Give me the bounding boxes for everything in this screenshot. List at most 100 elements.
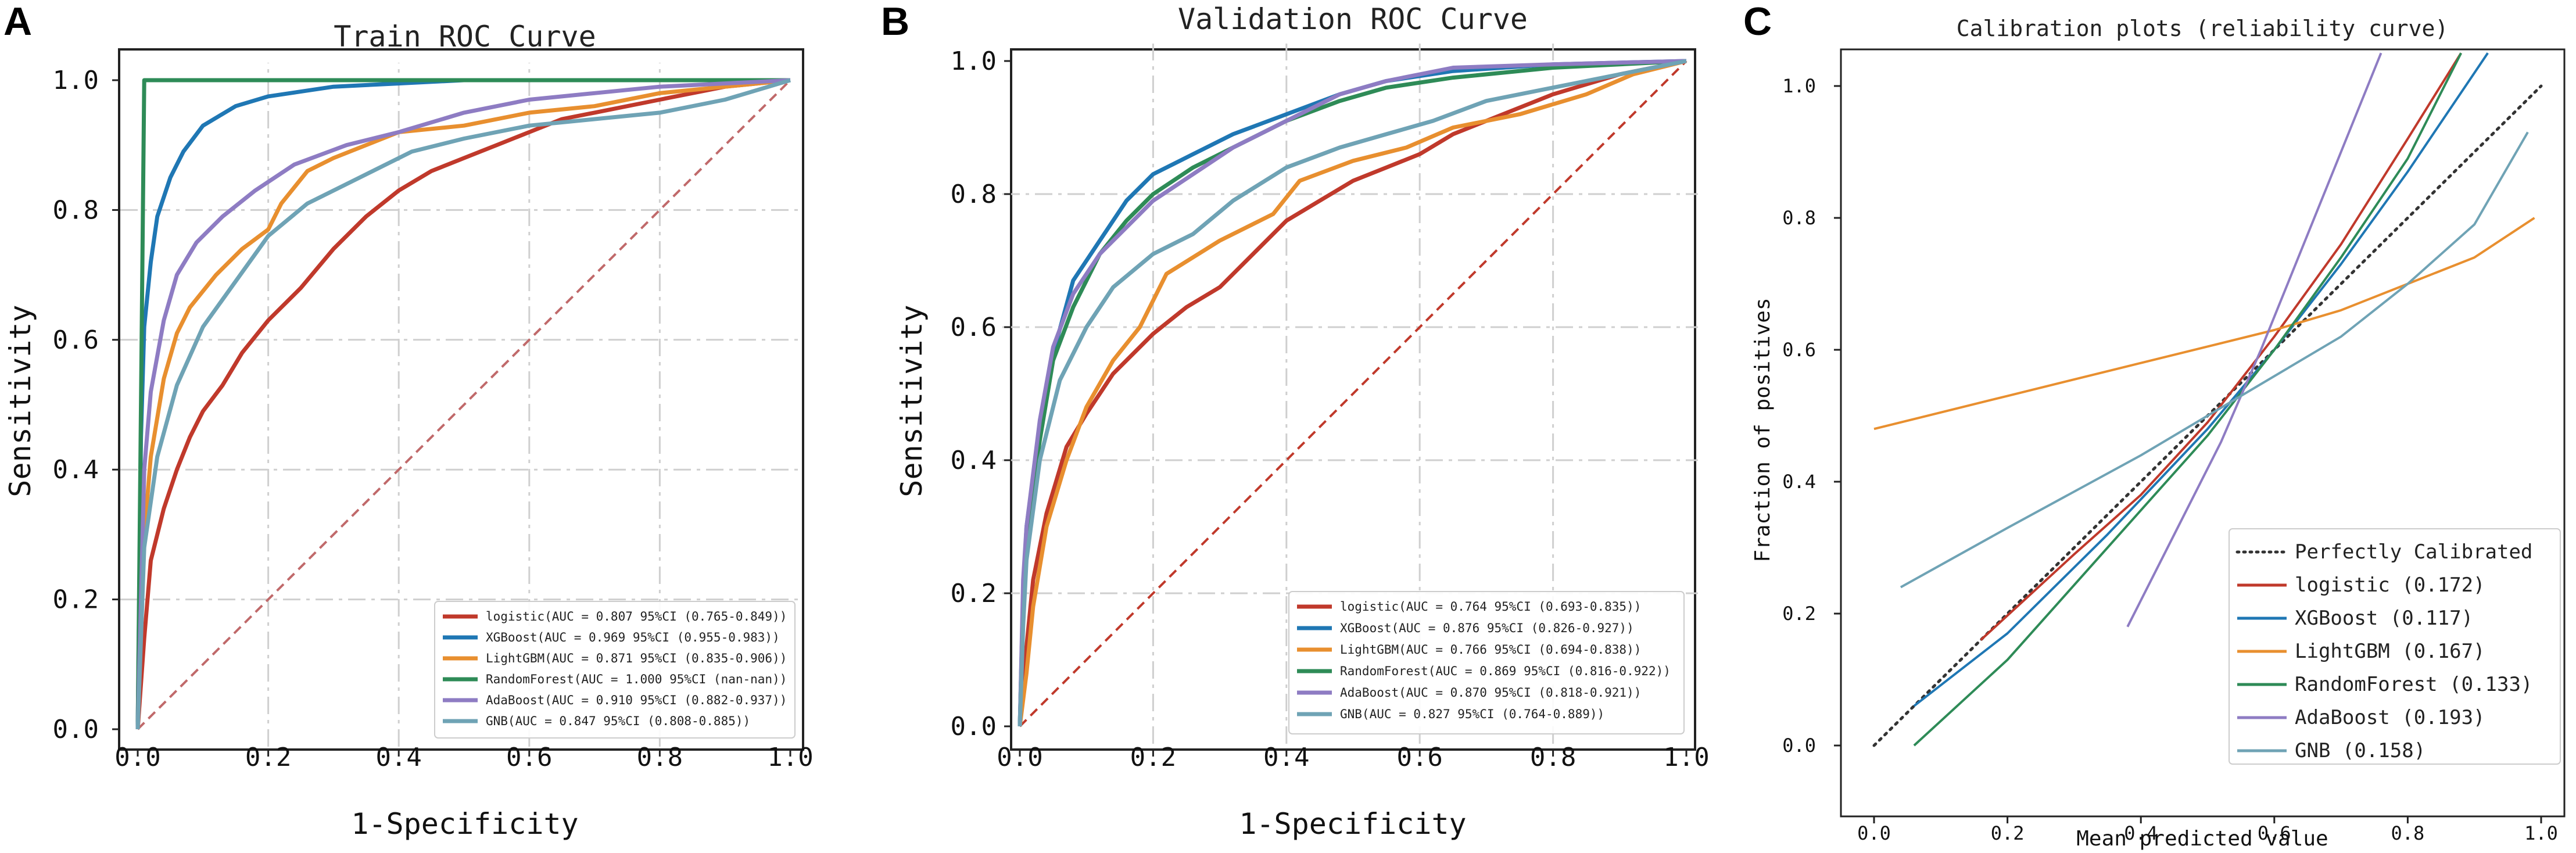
series-line-randomforest — [1017, 59, 1687, 727]
legend-box — [1288, 591, 1685, 734]
series-line-logistic — [1017, 59, 1687, 727]
legend-label-logistic: logistic(AUC = 0.764 95%CI (0.693-0.835)… — [1340, 600, 1641, 614]
legend-label-gnb: GNB(AUC = 0.847 95%CI (0.808-0.885)) — [486, 714, 750, 728]
y-tick-1-0: 1.0 — [53, 66, 99, 95]
y-axis-label: Sensitivity — [895, 304, 929, 497]
legend-label-lightgbm: LightGBM(AUC = 0.766 95%CI (0.694-0.838)… — [1340, 643, 1641, 657]
y-tick-0-0: 0.0 — [53, 715, 99, 744]
legend-label-lightgbm: LightGBM (0.167) — [2295, 640, 2485, 663]
series-line-adaboost — [1017, 59, 1687, 727]
series-line-gnb — [135, 78, 791, 730]
series-line-lightgbm — [135, 78, 791, 730]
roc-series — [1017, 59, 1687, 727]
panel-letter-c: C — [1743, 0, 1772, 44]
x-tick-0-8: 0.8 — [1530, 743, 1576, 772]
x-axis-label: 1-Specificity — [351, 807, 578, 841]
panel-c-calibration: 0.0 0.2 0.4 0.6 0.8 1.0 0.0 0.2 0.4 0.6 0.8 1.0 Ca… — [1751, 16, 2566, 851]
plot-frame — [1010, 48, 1696, 751]
series-line-gnb — [1017, 59, 1687, 727]
series-line-xgboost — [135, 78, 790, 730]
y-tick-0-8: 0.8 — [53, 195, 99, 225]
y-tick-0-8: 0.8 — [1782, 207, 1816, 229]
x-tick-1-0: 1.0 — [767, 743, 813, 772]
x-tick-1-0: 1.0 — [2524, 822, 2558, 844]
legend: Perfectly Calibrated logistic (0.172) XGBo… — [2229, 528, 2561, 765]
x-tick-labels: 0.0 0.2 0.4 0.6 0.8 1.0 — [997, 743, 1709, 772]
x-tick-0-2: 0.2 — [1130, 743, 1176, 772]
series-line-adaboost — [135, 78, 791, 730]
legend-box — [2229, 528, 2561, 765]
legend-label-perfectly-calibrated: Perfectly Calibrated — [2295, 540, 2532, 564]
y-tick-labels: 0.0 0.2 0.4 0.6 0.8 1.0 — [53, 66, 119, 744]
x-tick-0-0: 0.0 — [1857, 822, 1891, 844]
plot-frame — [1840, 48, 2566, 818]
series-line-lightgbm — [1017, 59, 1687, 727]
panel-a-train-roc: 0.0 0.2 0.4 0.6 0.8 1.0 0.0 0.2 0.4 0.6 0.8 1.0 Tr… — [3, 20, 814, 841]
x-tick-0-4: 0.4 — [1263, 743, 1309, 772]
legend-label-adaboost: AdaBoost(AUC = 0.870 95%CI (0.818-0.921)… — [1340, 686, 1641, 700]
x-tick-0-4: 0.4 — [2124, 822, 2158, 844]
y-tick-1-0: 1.0 — [1782, 75, 1816, 97]
x-axis-label: 1-Specificity — [1239, 807, 1466, 841]
series-line-lightgbm — [1873, 217, 2535, 431]
legend-label-adaboost: AdaBoost(AUC = 0.910 95%CI (0.882-0.937)… — [486, 693, 787, 707]
legend-label-randomforest: RandomForest (0.133) — [2295, 673, 2532, 696]
x-tick-0-2: 0.2 — [1991, 822, 2025, 844]
y-tick-0-2: 0.2 — [53, 585, 99, 615]
diagonal-reference-line — [137, 79, 791, 730]
diagonal-reference-line — [1019, 60, 1688, 727]
panel-letter-a: A — [3, 0, 32, 44]
y-tick-0-6: 0.6 — [951, 313, 997, 342]
series-line-xgboost — [1913, 52, 2489, 707]
chart-title: Train ROC Curve — [334, 20, 596, 53]
y-tick-0-0: 0.0 — [951, 712, 997, 741]
y-axis-label: Fraction of positives — [1751, 298, 1775, 562]
legend-label-logistic: logistic (0.172) — [2295, 574, 2485, 597]
y-tick-0-4: 0.4 — [1782, 471, 1816, 493]
series-line-randomforest — [135, 78, 790, 730]
legend: logistic(AUC = 0.807 95%CI (0.765-0.849)… — [434, 601, 796, 739]
y-axis-label: Sensitivity — [3, 304, 37, 497]
series-line-gnb — [1900, 131, 2529, 589]
y-tick-0-6: 0.6 — [1782, 339, 1816, 361]
legend-label-randomforest: RandomForest(AUC = 1.000 95%CI (nan-nan)… — [486, 672, 787, 686]
legend-label-xgboost: XGBoost(AUC = 0.969 95%CI (0.955-0.983)) — [486, 630, 780, 644]
y-tick-0-4: 0.4 — [53, 455, 99, 485]
roc-series — [135, 78, 791, 730]
x-tick-0-2: 0.2 — [245, 743, 291, 772]
legend-label-xgboost: XGBoost(AUC = 0.876 95%CI (0.826-0.927)) — [1340, 621, 1634, 635]
x-tick-labels: 0.0 0.2 0.4 0.6 0.8 1.0 — [1857, 816, 2558, 844]
y-tick-0-8: 0.8 — [951, 180, 997, 209]
x-tick-0-0: 0.0 — [114, 743, 160, 772]
y-tick-0-2: 0.2 — [1782, 603, 1816, 625]
panel-b-validation-roc: 0.0 0.2 0.4 0.6 0.8 1.0 0.0 0.2 0.4 0.6 0.8 1.0 Va… — [895, 2, 1710, 841]
calibration-series — [1873, 52, 2535, 747]
series-line-adaboost — [2126, 52, 2382, 628]
chart-title: Calibration plots (reliability curve) — [1957, 16, 2448, 41]
legend-label-adaboost: AdaBoost (0.193) — [2295, 706, 2485, 729]
x-tick-0-4: 0.4 — [375, 743, 421, 772]
x-tick-0-8: 0.8 — [2391, 822, 2425, 844]
x-tick-0-6: 0.6 — [506, 743, 552, 772]
y-tick-labels: 0.0 0.2 0.4 0.6 0.8 1.0 — [1782, 75, 1841, 757]
legend-label-xgboost: XGBoost (0.117) — [2295, 607, 2473, 630]
plot-frame — [118, 48, 804, 751]
y-tick-0-6: 0.6 — [53, 325, 99, 355]
x-axis-label: Mean predicted value — [2076, 827, 2328, 851]
legend-label-randomforest: RandomForest(AUC = 0.869 95%CI (0.816-0.… — [1340, 664, 1671, 678]
legend-box — [434, 601, 796, 739]
y-tick-1-0: 1.0 — [951, 46, 997, 76]
legend-label-gnb: GNB(AUC = 0.827 95%CI (0.764-0.889)) — [1340, 707, 1604, 721]
legend-label-lightgbm: LightGBM(AUC = 0.871 95%CI (0.835-0.906)… — [486, 651, 787, 665]
legend: logistic(AUC = 0.764 95%CI (0.693-0.835)… — [1288, 591, 1685, 734]
x-tick-labels: 0.0 0.2 0.4 0.6 0.8 1.0 — [114, 743, 813, 772]
y-tick-0-2: 0.2 — [951, 579, 997, 608]
x-tick-0-6: 0.6 — [2258, 822, 2291, 844]
x-tick-1-0: 1.0 — [1663, 743, 1709, 772]
series-line-logistic — [135, 78, 791, 730]
legend-label-gnb: GNB (0.158) — [2295, 739, 2425, 762]
legend-label-logistic: logistic(AUC = 0.807 95%CI (0.765-0.849)… — [486, 610, 787, 623]
y-tick-0-0: 0.0 — [1782, 734, 1816, 757]
panel-letter-b: B — [881, 0, 909, 44]
